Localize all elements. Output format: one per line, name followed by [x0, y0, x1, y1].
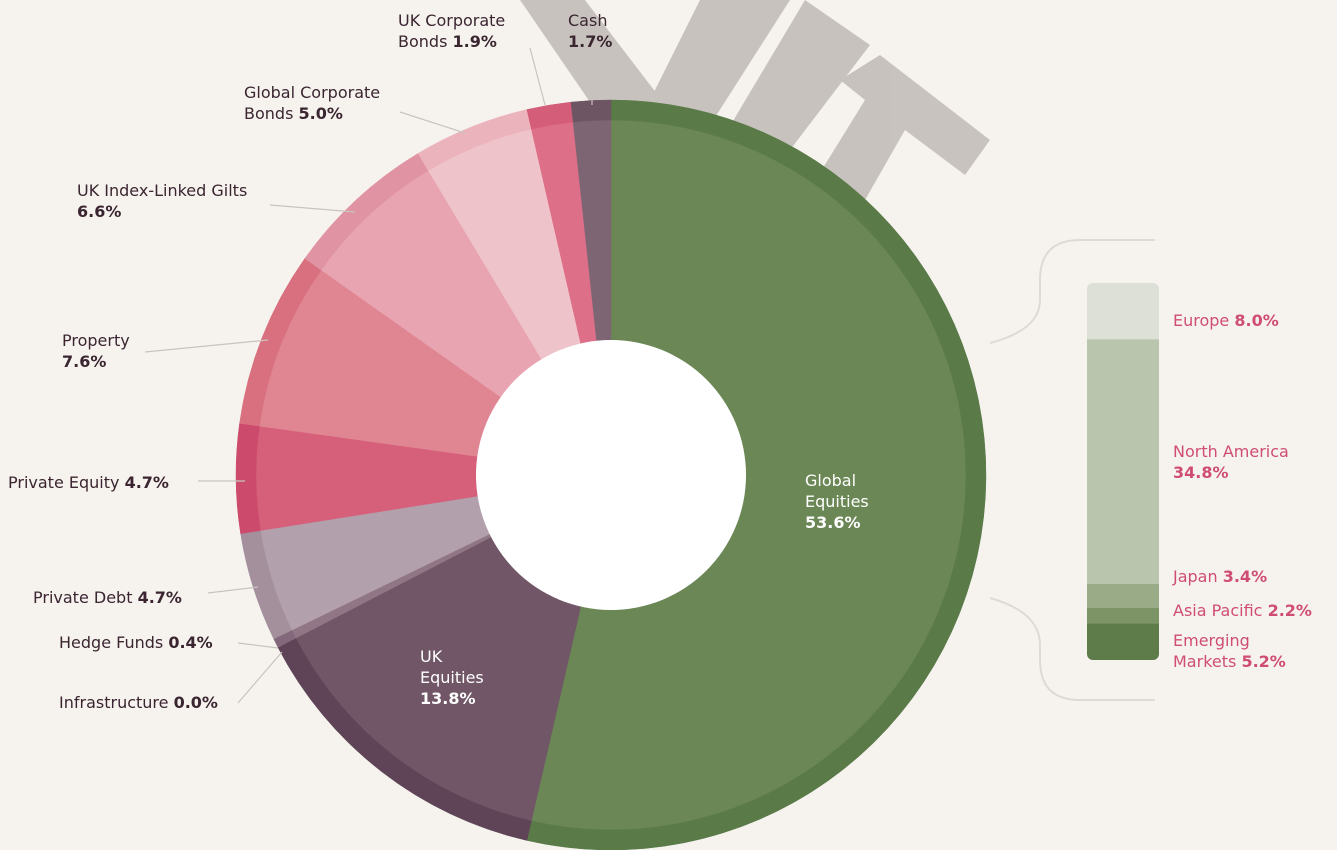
label-name: UK Index-Linked Gilts	[77, 181, 248, 200]
label-name: Japan	[1173, 567, 1218, 586]
slice-label: UK Corporate Bonds 1.9%	[398, 10, 518, 52]
leader-line	[269, 204, 356, 213]
label-value: 34.8%	[1173, 463, 1229, 482]
leader-line	[144, 339, 269, 353]
bar-segment	[1087, 283, 1159, 340]
donut-hole	[476, 340, 746, 610]
leader-line	[529, 47, 546, 106]
segment-label: Europe 8.0%	[1173, 310, 1279, 331]
label-name: UK Corporate Bonds	[398, 11, 506, 51]
bar-segment	[1087, 623, 1159, 660]
slice-label: Property 7.6%	[62, 330, 130, 372]
segment-label: Asia Pacific 2.2%	[1173, 600, 1312, 621]
label-value: 0.4%	[168, 633, 213, 652]
segment-label: Japan 3.4%	[1173, 566, 1267, 587]
label-value: 6.6%	[77, 202, 122, 221]
label-name: Global Corporate Bonds	[244, 83, 381, 123]
label-value: 5.0%	[298, 104, 343, 123]
label-name: Cash	[568, 11, 608, 30]
label-value: 1.7%	[568, 32, 613, 51]
leader-line	[237, 642, 279, 649]
label-value: 5.2%	[1241, 652, 1286, 671]
label-value: 7.6%	[62, 352, 107, 371]
label-value: 53.6%	[805, 513, 861, 532]
label-name: Infrastructure	[59, 693, 169, 712]
slice-label: Global Equities 53.6%	[805, 470, 885, 533]
bracket	[989, 239, 1155, 344]
bar-segment	[1087, 339, 1159, 585]
label-value: 8.0%	[1234, 311, 1279, 330]
slice-rim	[570, 99, 612, 123]
label-name: Emerging Markets	[1173, 631, 1250, 671]
segment-label: North America 34.8%	[1173, 441, 1289, 483]
label-value: 0.0%	[173, 693, 218, 712]
label-name: North America	[1173, 442, 1289, 461]
label-value: 4.7%	[137, 588, 182, 607]
slice-label: UK Index-Linked Gilts 6.6%	[77, 180, 247, 222]
slice-label: Private Debt 4.7%	[33, 587, 182, 608]
leader-line	[399, 111, 466, 134]
label-value: 2.2%	[1267, 601, 1312, 620]
leader-line	[207, 586, 259, 594]
slice-label: UK Equities 13.8%	[420, 646, 500, 709]
bracket	[989, 597, 1155, 701]
slice-label: Private Equity 4.7%	[8, 472, 169, 493]
label-value: 3.4%	[1222, 567, 1268, 586]
leader-line	[237, 651, 283, 704]
label-name: Private Debt	[33, 588, 133, 607]
label-name: Property	[62, 331, 130, 350]
label-name: Asia Pacific	[1173, 601, 1263, 620]
label-name: Hedge Funds	[59, 633, 164, 652]
slice-label: Global Corporate Bonds 5.0%	[244, 82, 419, 124]
label-name: Global Equities	[805, 471, 869, 511]
label-value: 13.8%	[420, 689, 476, 708]
label-value: 1.9%	[452, 32, 497, 51]
label-name: Europe	[1173, 311, 1230, 330]
slice-label: Hedge Funds 0.4%	[59, 632, 213, 653]
label-value: 4.7%	[124, 473, 169, 492]
bar-segment	[1087, 584, 1159, 608]
bar-segment	[1087, 607, 1159, 624]
slice-label: Cash 1.7%	[568, 10, 612, 52]
slice-label: Infrastructure 0.0%	[59, 692, 218, 713]
label-name: UK Equities	[420, 647, 484, 687]
label-name: Private Equity	[8, 473, 120, 492]
segment-label: Emerging Markets 5.2%	[1173, 630, 1303, 672]
